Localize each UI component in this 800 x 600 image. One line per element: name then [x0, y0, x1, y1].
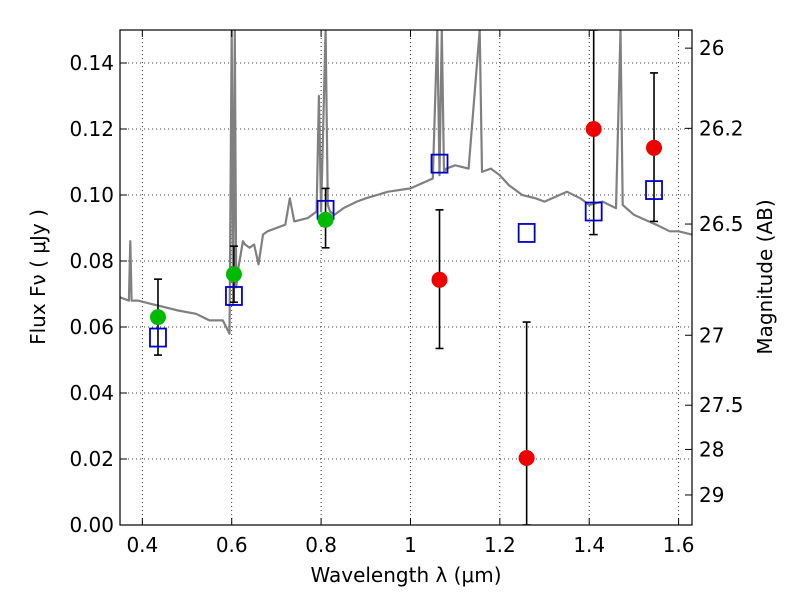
observed-flux-point	[431, 271, 448, 288]
model-photometry-square	[430, 153, 449, 174]
y-tick-label: 0.14	[69, 51, 114, 75]
y2-tick-label: 26	[699, 36, 724, 60]
model-photometry-square	[225, 286, 243, 306]
model-photometry-square	[517, 223, 536, 243]
model-spectrum-layer	[120, 30, 692, 335]
y-tick-label: 0.04	[69, 381, 114, 405]
y-tick-label: 0.00	[69, 513, 114, 537]
y-tick-label: 0.08	[69, 249, 114, 273]
model-photometry-square	[149, 327, 167, 348]
x-tick-label: 1.2	[484, 533, 516, 557]
y-tick-label: 0.12	[69, 117, 114, 141]
observed-flux-point	[225, 266, 242, 283]
observed-flux-point	[646, 139, 663, 156]
y2-axis-title: Magnitude (AB)	[753, 199, 777, 354]
y2-tick-label: 27.5	[699, 393, 744, 417]
model-photometry-square	[645, 180, 663, 200]
y-tick-label: 0.02	[69, 447, 114, 471]
model-spectrum-line	[120, 30, 692, 335]
x-tick-label: 1	[404, 533, 417, 557]
observed-flux-point	[317, 211, 334, 228]
y2-tick-label: 27	[699, 323, 724, 347]
y-tick-label: 0.06	[69, 315, 114, 339]
observed-flux-point	[585, 121, 602, 137]
y-tick-label: 0.10	[69, 183, 114, 207]
x-tick-label: 1.4	[573, 533, 605, 557]
grid-lines	[120, 30, 692, 526]
x-tick-label: 0.4	[126, 533, 158, 557]
x-tick-label: 0.6	[216, 533, 248, 557]
y2-tick-label: 26.5	[699, 212, 744, 236]
observed-flux-point	[149, 309, 166, 326]
y2-tick-label: 28	[699, 437, 724, 461]
x-tick-label: 1.6	[663, 533, 695, 557]
axis-ticks: 0.4 0.6 0.8 1 1.2 1.4 1.6 0.00 0.02 0.04 0.06 0.08 0…	[69, 30, 744, 557]
plot-frame	[119, 29, 693, 526]
y-axis-title: Flux Fν ( μJy )	[26, 209, 50, 345]
x-tick-label: 0.8	[305, 533, 337, 557]
observed-flux-point	[518, 450, 535, 467]
markers-layer	[149, 121, 663, 467]
y2-tick-label: 26.2	[699, 116, 744, 140]
model-photometry-square	[584, 201, 603, 222]
x-axis-title: Wavelength λ (μm)	[310, 563, 501, 587]
y2-tick-label: 29	[699, 483, 724, 507]
